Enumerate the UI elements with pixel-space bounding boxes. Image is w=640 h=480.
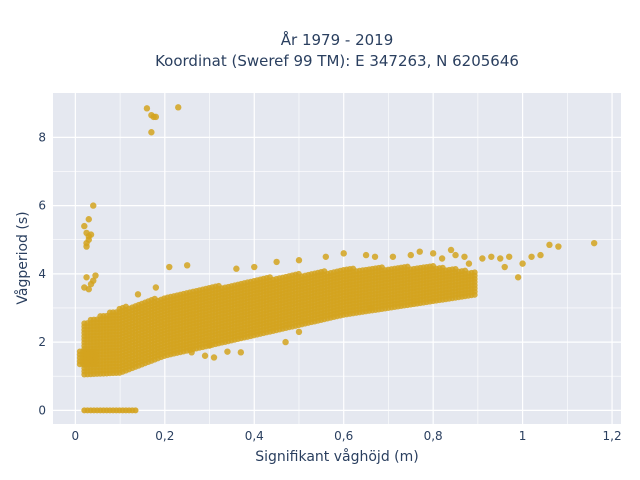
- data-point: [590, 239, 598, 247]
- data-point: [85, 236, 92, 243]
- data-point: [282, 338, 289, 346]
- data-point: [90, 202, 97, 209]
- data-point: [479, 255, 486, 262]
- chart-title-line1: År 1979 - 2019: [281, 30, 394, 49]
- data-points: [76, 104, 598, 414]
- data-point: [175, 104, 182, 111]
- data-point: [87, 231, 95, 238]
- data-point: [83, 243, 90, 250]
- data-point: [166, 263, 173, 271]
- data-point: [143, 105, 151, 112]
- data-point: [251, 263, 258, 271]
- x-tick-label: 0: [72, 429, 80, 443]
- y-axis-label: Vågperiod (s): [14, 211, 31, 304]
- plot-area: [53, 93, 621, 424]
- data-point: [555, 243, 562, 250]
- data-point: [407, 251, 414, 259]
- data-point: [497, 255, 504, 262]
- data-point: [224, 348, 231, 355]
- data-point: [371, 253, 379, 260]
- data-point: [233, 265, 240, 272]
- data-point: [438, 255, 446, 262]
- data-point: [519, 260, 526, 267]
- data-point: [362, 251, 370, 259]
- data-point: [87, 280, 95, 288]
- x-axis-label: Signifikant våghöjd (m): [255, 448, 418, 465]
- data-point: [83, 274, 90, 281]
- data-point: [528, 253, 535, 260]
- data-point: [501, 263, 508, 271]
- data-point: [206, 342, 213, 349]
- y-tick-label: 6: [38, 199, 46, 213]
- data-point: [273, 258, 280, 266]
- data-point: [183, 262, 191, 269]
- y-tick-label: 2: [38, 335, 46, 349]
- data-point: [132, 407, 139, 414]
- data-point: [471, 269, 478, 276]
- x-tick-label: 0,6: [334, 429, 353, 443]
- data-point: [465, 260, 473, 267]
- data-point: [188, 349, 195, 356]
- data-point: [546, 241, 553, 249]
- data-point: [452, 251, 459, 259]
- data-point: [537, 251, 544, 259]
- y-tick-label: 8: [38, 130, 46, 144]
- x-tick-label: 0,4: [245, 429, 264, 443]
- data-point: [429, 250, 437, 257]
- data-point: [92, 348, 99, 355]
- data-point: [148, 129, 155, 136]
- x-tick-labels: 0 0,2 0,4 0,6 0,8 1 1,2: [72, 429, 622, 443]
- data-point: [295, 328, 303, 336]
- data-point: [447, 246, 455, 254]
- data-point: [152, 113, 160, 121]
- data-point: [340, 250, 347, 257]
- data-point: [461, 253, 468, 260]
- data-point: [367, 304, 374, 312]
- data-point: [505, 253, 513, 260]
- data-point: [488, 253, 495, 260]
- x-tick-label: 1: [519, 429, 527, 443]
- data-point: [416, 248, 423, 255]
- x-tick-label: 1,2: [603, 429, 622, 443]
- y-tick-label: 0: [38, 403, 46, 417]
- y-tick-labels: 0 2 4 6 8: [38, 130, 46, 417]
- data-point: [201, 352, 209, 359]
- data-point: [210, 354, 218, 361]
- data-point: [389, 253, 397, 260]
- data-point: [152, 284, 160, 291]
- data-point: [322, 253, 330, 260]
- data-point: [85, 216, 92, 223]
- data-point: [134, 291, 142, 298]
- data-point: [81, 222, 88, 230]
- data-point: [92, 272, 99, 279]
- data-point: [295, 257, 303, 264]
- x-tick-label: 0,2: [155, 429, 174, 443]
- data-point: [237, 349, 245, 356]
- data-point: [514, 274, 522, 281]
- y-tick-label: 4: [38, 267, 46, 281]
- data-point: [85, 286, 92, 293]
- chart-title-line2: Koordinat (Sweref 99 TM): E 347263, N 62…: [155, 52, 519, 70]
- x-tick-label: 0,8: [424, 429, 443, 443]
